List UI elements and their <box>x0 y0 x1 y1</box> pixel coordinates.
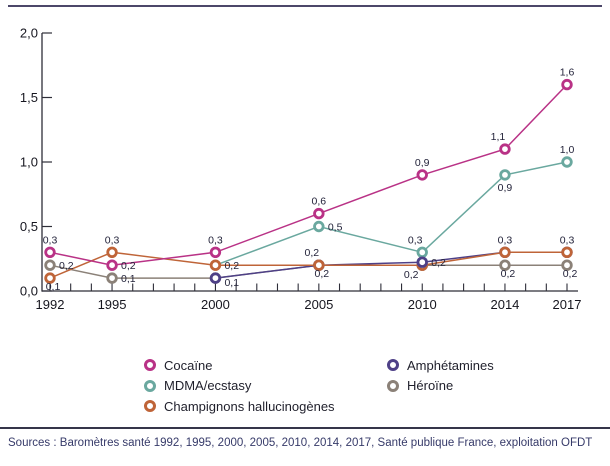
data-label: 0,2 <box>121 260 136 272</box>
legend-label: MDMA/ecstasy <box>164 378 252 394</box>
legend-label: Héroïne <box>407 378 454 394</box>
top-divider <box>8 5 602 7</box>
line-chart: 0,0 0,5 1,0 1,5 2,0 1992 1995 2000 2005 2010 2014 2… <box>20 26 582 313</box>
x-axis-year-label: 2010 <box>408 297 437 312</box>
data-label: 0,2 <box>404 269 419 281</box>
legend-item-mdma: MDMA/ecstasy <box>144 376 335 397</box>
data-label: 0,2 <box>501 268 516 280</box>
data-point-champignons <box>499 246 511 259</box>
data-label: 0,3 <box>560 234 575 246</box>
x-axis-year-label: 2000 <box>201 297 230 312</box>
legend-label: Champignons hallucinogènes <box>164 398 335 414</box>
data-point-cocaine <box>106 259 118 271</box>
data-label: 0,1 <box>46 281 61 293</box>
data-label: 0,1 <box>121 273 136 285</box>
legend-label: Amphétamines <box>407 357 494 373</box>
legend-item-champignons: Champignons hallucinogènes <box>144 396 335 417</box>
series-line-cocaine <box>49 84 568 266</box>
data-label: 0,2 <box>431 257 446 269</box>
data-point-heroine <box>499 259 511 271</box>
legend-item-heroine: Héroïne <box>387 376 494 397</box>
data-label: 0,3 <box>43 234 58 246</box>
y-tick-label: 0,0 <box>20 284 38 299</box>
data-label: 0,3 <box>105 234 120 246</box>
data-point-champignons <box>44 272 56 284</box>
legend-marker-mdma-icon <box>144 379 156 392</box>
source-note: Sources : Baromètres santé 1992, 1995, 2… <box>8 437 593 449</box>
data-point-heroine <box>106 272 118 284</box>
data-label: 0,5 <box>328 222 343 234</box>
data-label: 0,3 <box>208 234 223 246</box>
data-point-mdma <box>313 220 325 233</box>
data-label: 0,3 <box>498 234 513 246</box>
x-axis-year-label: 1995 <box>98 297 127 312</box>
data-point-heroine <box>44 259 56 271</box>
y-tick-label: 2,0 <box>20 26 38 41</box>
data-point-champignons <box>209 259 222 271</box>
bottom-divider <box>0 427 610 429</box>
legend-marker-heroine-icon <box>387 379 399 392</box>
data-label: 0,3 <box>408 234 423 246</box>
data-point-cocaine <box>313 207 325 220</box>
data-point-champignons <box>561 246 573 259</box>
data-label: 0,9 <box>415 157 430 169</box>
legend-item-amphetamines: Amphétamines <box>387 355 494 376</box>
data-point-champignons <box>106 246 118 259</box>
data-point-amphetamines <box>209 272 222 284</box>
data-point-cocaine <box>209 246 222 259</box>
data-label: 0,6 <box>312 196 327 208</box>
x-axis-year-label: 2014 <box>490 297 519 312</box>
legend-label: Cocaïne <box>164 357 213 373</box>
data-label: 0,9 <box>498 182 513 194</box>
series-line-mdma <box>215 161 568 266</box>
data-point-cocaine <box>416 169 428 181</box>
data-point-mdma <box>416 246 428 259</box>
y-tick-label: 1,5 <box>20 90 38 105</box>
data-point-mdma <box>499 169 511 181</box>
data-label: 1,6 <box>560 67 575 79</box>
data-label: 1,0 <box>560 144 575 156</box>
data-point-heroine <box>561 259 573 271</box>
y-tick-label: 1,0 <box>20 155 38 170</box>
x-axis-year-label: 2005 <box>304 297 333 312</box>
data-label: 0,2 <box>224 260 239 272</box>
x-axis-year-label: 1992 <box>36 297 65 312</box>
data-label: 0,2 <box>59 260 74 272</box>
legend-marker-champignons-icon <box>144 400 156 413</box>
legend-column-left: Cocaïne MDMA/ecstasy Champignons hallucino… <box>144 355 335 417</box>
data-label: 0,1 <box>224 277 239 289</box>
data-label: 0,2 <box>315 268 330 280</box>
legend-marker-cocaine-icon <box>144 359 156 372</box>
data-point-mdma <box>561 156 573 168</box>
data-label: 0,2 <box>305 247 320 259</box>
legend-column-right: Amphétamines Héroïne <box>387 355 494 396</box>
legend-item-cocaine: Cocaïne <box>144 355 335 376</box>
data-point-cocaine <box>44 246 56 259</box>
data-label: 1,1 <box>491 131 506 143</box>
data-point-cocaine <box>499 143 511 155</box>
data-label: 0,2 <box>563 268 578 280</box>
data-point-champignons <box>313 259 325 271</box>
legend-marker-amphetamines-icon <box>387 359 399 372</box>
data-point-amphetamines <box>416 256 428 268</box>
x-axis-year-label: 2017 <box>553 297 582 312</box>
y-tick-label: 0,5 <box>20 219 38 234</box>
data-point-cocaine <box>561 78 573 91</box>
